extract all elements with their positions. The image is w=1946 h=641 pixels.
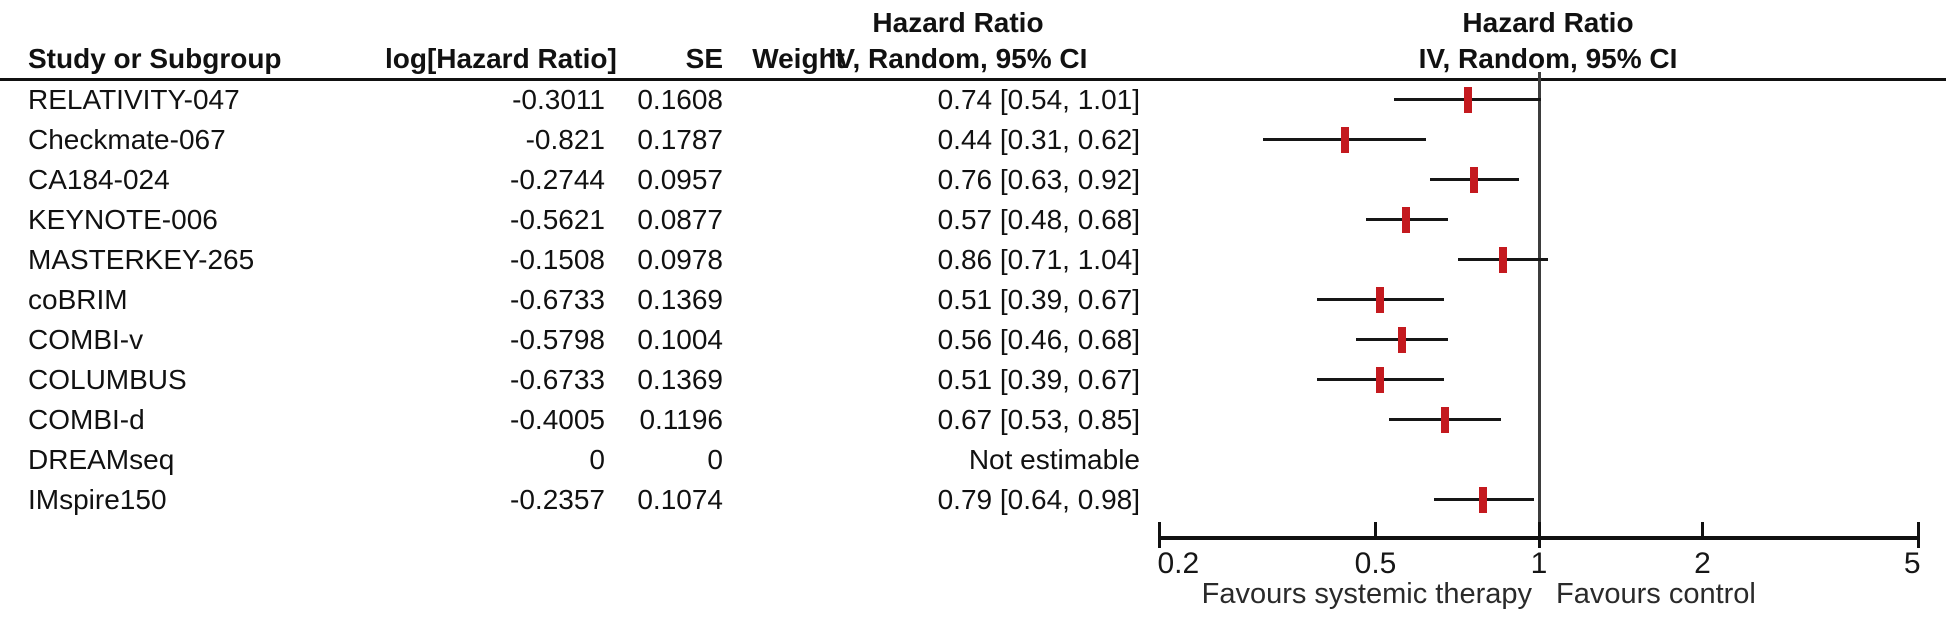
- weight-value: [733, 480, 845, 520]
- weight-value: [733, 360, 845, 400]
- axis-tick: [1374, 522, 1377, 538]
- ci-text: 0.51 [0.39, 0.67]: [937, 364, 1140, 395]
- ci-text: 0.79 [0.64, 0.98]: [937, 484, 1140, 515]
- axis-tick: [1537, 522, 1541, 548]
- axis-tick-label: 2: [1694, 547, 1711, 580]
- ci-column-header-line2: IV, Random, 95% CI: [828, 43, 1088, 74]
- plot-column-header-line2: IV, Random, 95% CI: [1418, 43, 1678, 74]
- weight-value: [733, 80, 845, 120]
- study-label: MASTERKEY-265: [28, 244, 255, 275]
- plot-column-header-line1: Hazard Ratio: [1462, 7, 1634, 38]
- study-label: COLUMBUS: [28, 364, 187, 395]
- axis-tick: [1917, 522, 1920, 548]
- study-column-header: Study or Subgroup: [28, 43, 282, 74]
- point-estimate-marker: [1470, 167, 1479, 193]
- se-value: 0.1369: [637, 364, 723, 395]
- loghr-value: -0.6733: [510, 364, 605, 395]
- loghr-value: -0.4005: [510, 404, 605, 435]
- point-estimate-marker: [1402, 207, 1411, 233]
- point-estimate-marker: [1440, 407, 1449, 433]
- se-value: 0.0877: [637, 204, 723, 235]
- se-value: 0.1196: [639, 404, 723, 435]
- axis-tick-label: 5: [1903, 547, 1921, 580]
- study-label: coBRIM: [28, 284, 128, 315]
- point-estimate-marker: [1341, 127, 1350, 153]
- weight-value: [733, 280, 845, 320]
- weight-column-header: Weight: [752, 43, 845, 74]
- axis-tick: [1158, 522, 1161, 548]
- se-value: 0.1004: [637, 324, 723, 355]
- weight-value: [733, 400, 845, 440]
- study-label: Checkmate-067: [28, 124, 226, 155]
- weight-value: [733, 240, 845, 280]
- axis-tick: [1701, 522, 1704, 538]
- loghr-value: -0.5798: [510, 324, 605, 355]
- loghr-value: -0.3011: [512, 84, 605, 115]
- loghr-value: -0.1508: [510, 244, 605, 275]
- study-label: COMBI-v: [28, 324, 144, 355]
- se-value: 0.1787: [637, 124, 723, 155]
- header-separator-rule: [0, 78, 1946, 81]
- null-effect-line: [1538, 72, 1541, 538]
- loghr-column-header: log[Hazard Ratio]: [385, 43, 617, 74]
- loghr-value: -0.6733: [510, 284, 605, 315]
- ci-text: 0.51 [0.39, 0.67]: [937, 284, 1140, 315]
- point-estimate-marker: [1499, 247, 1508, 273]
- axis-tick-label: 0.2: [1157, 547, 1200, 580]
- weight-value: [733, 120, 845, 160]
- weight-value: [733, 160, 845, 200]
- loghr-value: 0: [589, 444, 605, 475]
- ci-text: Not estimable: [968, 444, 1140, 475]
- se-value: 0.1074: [637, 484, 723, 515]
- se-value: 0.1608: [637, 84, 723, 115]
- se-value: 0.1369: [637, 284, 723, 315]
- se-value: 0.0957: [637, 164, 723, 195]
- study-label: DREAMseq: [28, 444, 175, 475]
- se-column-header: SE: [685, 43, 723, 74]
- study-label: CA184-024: [28, 164, 170, 195]
- favours-left-caption: Favours systemic therapy: [1201, 578, 1532, 610]
- ci-text: 0.56 [0.46, 0.68]: [937, 324, 1140, 355]
- study-label: COMBI-d: [28, 404, 145, 435]
- point-estimate-marker: [1376, 287, 1385, 313]
- axis-tick-label: 1: [1530, 547, 1548, 580]
- loghr-value: -0.2357: [510, 484, 605, 515]
- study-label: IMspire150: [28, 484, 167, 515]
- ci-text: 0.76 [0.63, 0.92]: [937, 164, 1140, 195]
- weight-value: [733, 200, 845, 240]
- study-label: RELATIVITY-047: [28, 84, 240, 115]
- loghr-value: -0.2744: [510, 164, 605, 195]
- point-estimate-marker: [1376, 367, 1385, 393]
- weight-value: [733, 440, 845, 480]
- se-value: 0: [707, 444, 723, 475]
- ci-text: 0.86 [0.71, 1.04]: [937, 244, 1140, 275]
- weight-value: [733, 320, 845, 360]
- favours-right-caption: Favours control: [1556, 578, 1756, 610]
- study-label: KEYNOTE-006: [28, 204, 218, 235]
- loghr-value: -0.5621: [510, 204, 605, 235]
- ci-text: 0.74 [0.54, 1.01]: [937, 84, 1140, 115]
- loghr-value: -0.821: [525, 124, 605, 155]
- ci-column-header-line1: Hazard Ratio: [872, 7, 1044, 38]
- se-value: 0.0978: [637, 244, 723, 275]
- point-estimate-marker: [1479, 487, 1488, 513]
- ci-text: 0.67 [0.53, 0.85]: [937, 404, 1140, 435]
- point-estimate-marker: [1464, 87, 1472, 113]
- ci-text: 0.44 [0.31, 0.62]: [937, 124, 1140, 155]
- point-estimate-marker: [1398, 327, 1407, 353]
- ci-text: 0.57 [0.48, 0.68]: [937, 204, 1140, 235]
- axis-tick-label: 0.5: [1354, 547, 1397, 580]
